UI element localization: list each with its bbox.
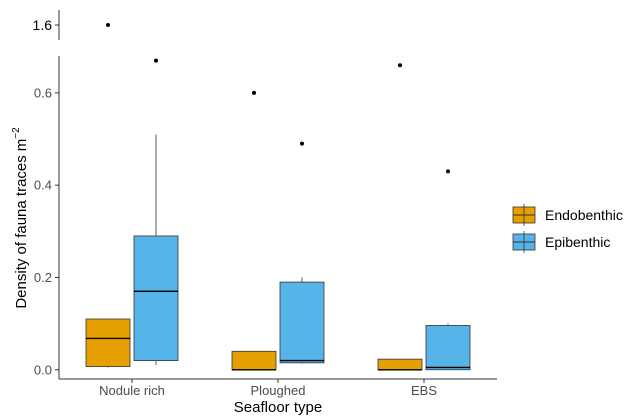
outlier-point (398, 63, 402, 68)
y-axis-title: Density of fauna traces m−2 (11, 127, 30, 309)
legend-item-epibenthic: Epibenthic (512, 231, 610, 253)
outlier-point (446, 169, 450, 174)
box-epibenthic-1 (133, 58, 179, 366)
legend-label: Endobenthic (545, 207, 623, 223)
box-endobenthic-3 (377, 63, 423, 371)
box-endobenthic-2 (231, 90, 277, 371)
y-tick-label: 0.0 (34, 362, 52, 377)
box-epibenthic-2 (279, 141, 325, 364)
y-ticks: 0.0 0.2 0.4 0.6 (34, 85, 59, 377)
outlier-point (106, 23, 110, 27)
x-axis-title: Seafloor type (234, 399, 322, 416)
box-body (377, 358, 423, 371)
box-body (133, 235, 179, 361)
outlier-point (154, 58, 158, 63)
y-axis-title-exponent: −2 (11, 127, 22, 139)
x-tick-label: EBS (411, 383, 437, 398)
boxes (85, 23, 471, 371)
box-body (279, 281, 325, 364)
box-body (425, 325, 471, 371)
box-body (231, 350, 277, 371)
y-tick-label: 0.6 (34, 85, 52, 100)
legend: Endobenthic Epibenthic (512, 204, 623, 253)
y-tick-label: 0.4 (34, 178, 52, 193)
box-body (85, 318, 131, 367)
y-tick-label: 0.2 (34, 270, 52, 285)
outlier-point (252, 90, 256, 95)
upper-panel: 1.6 (33, 10, 60, 40)
x-tick-label: Nodule rich (99, 383, 165, 398)
outlier-point (300, 141, 304, 146)
legend-label: Epibenthic (545, 234, 610, 250)
x-ticks: Nodule rich Ploughed EBS (99, 379, 437, 398)
box-endobenthic-1 (85, 23, 131, 368)
upper-y-tick-label: 1.6 (33, 17, 53, 33)
box-epibenthic-3 (425, 169, 471, 371)
legend-item-endobenthic: Endobenthic (512, 204, 623, 226)
y-axis-title-unit: m (13, 139, 30, 152)
x-tick-label: Ploughed (251, 383, 306, 398)
y-axis-title-main: Density of fauna traces (13, 155, 30, 308)
